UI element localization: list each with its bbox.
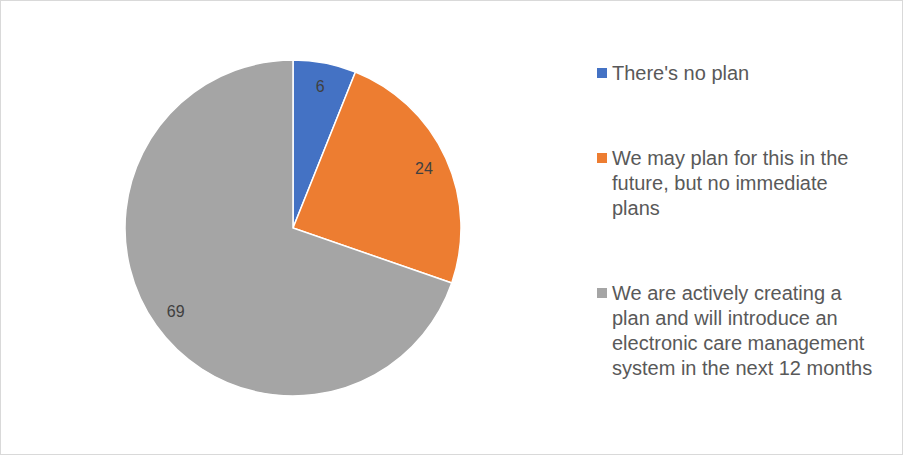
data-labels: 6 24 69 <box>167 78 433 320</box>
legend-label: There's no plan <box>612 62 749 84</box>
legend-item: There's no plan <box>597 62 749 84</box>
legend-label: We may plan for this in the future, but n… <box>612 147 848 219</box>
legend-label-line: There's no plan <box>612 62 749 84</box>
legend-label-line: electronic care management <box>612 332 865 354</box>
legend: There's no plan We may plan for this in t… <box>597 62 872 379</box>
pie <box>125 60 461 396</box>
legend-swatch <box>597 288 607 298</box>
legend-label-line: plans <box>612 197 660 219</box>
legend-item: We are actively creating a plan and will … <box>597 282 872 379</box>
legend-swatch <box>597 68 607 78</box>
legend-label-line: We may plan for this in the <box>612 147 848 169</box>
chart: 6 24 69 There's no plan We may plan for this… <box>0 0 903 455</box>
legend-label-line: system in the next 12 months <box>612 357 872 379</box>
chart-frame <box>1 1 903 455</box>
legend-label-line: future, but no immediate <box>612 172 828 194</box>
legend-label-line: We are actively creating a <box>612 282 843 304</box>
pie-slice <box>125 60 452 396</box>
data-label: 6 <box>316 78 325 95</box>
legend-label: We are actively creating a plan and will … <box>612 282 872 379</box>
legend-swatch <box>597 153 607 163</box>
data-label: 24 <box>415 160 433 177</box>
legend-label-line: plan and will introduce an <box>612 307 838 329</box>
legend-item: We may plan for this in the future, but n… <box>597 147 848 219</box>
data-label: 69 <box>167 303 185 320</box>
